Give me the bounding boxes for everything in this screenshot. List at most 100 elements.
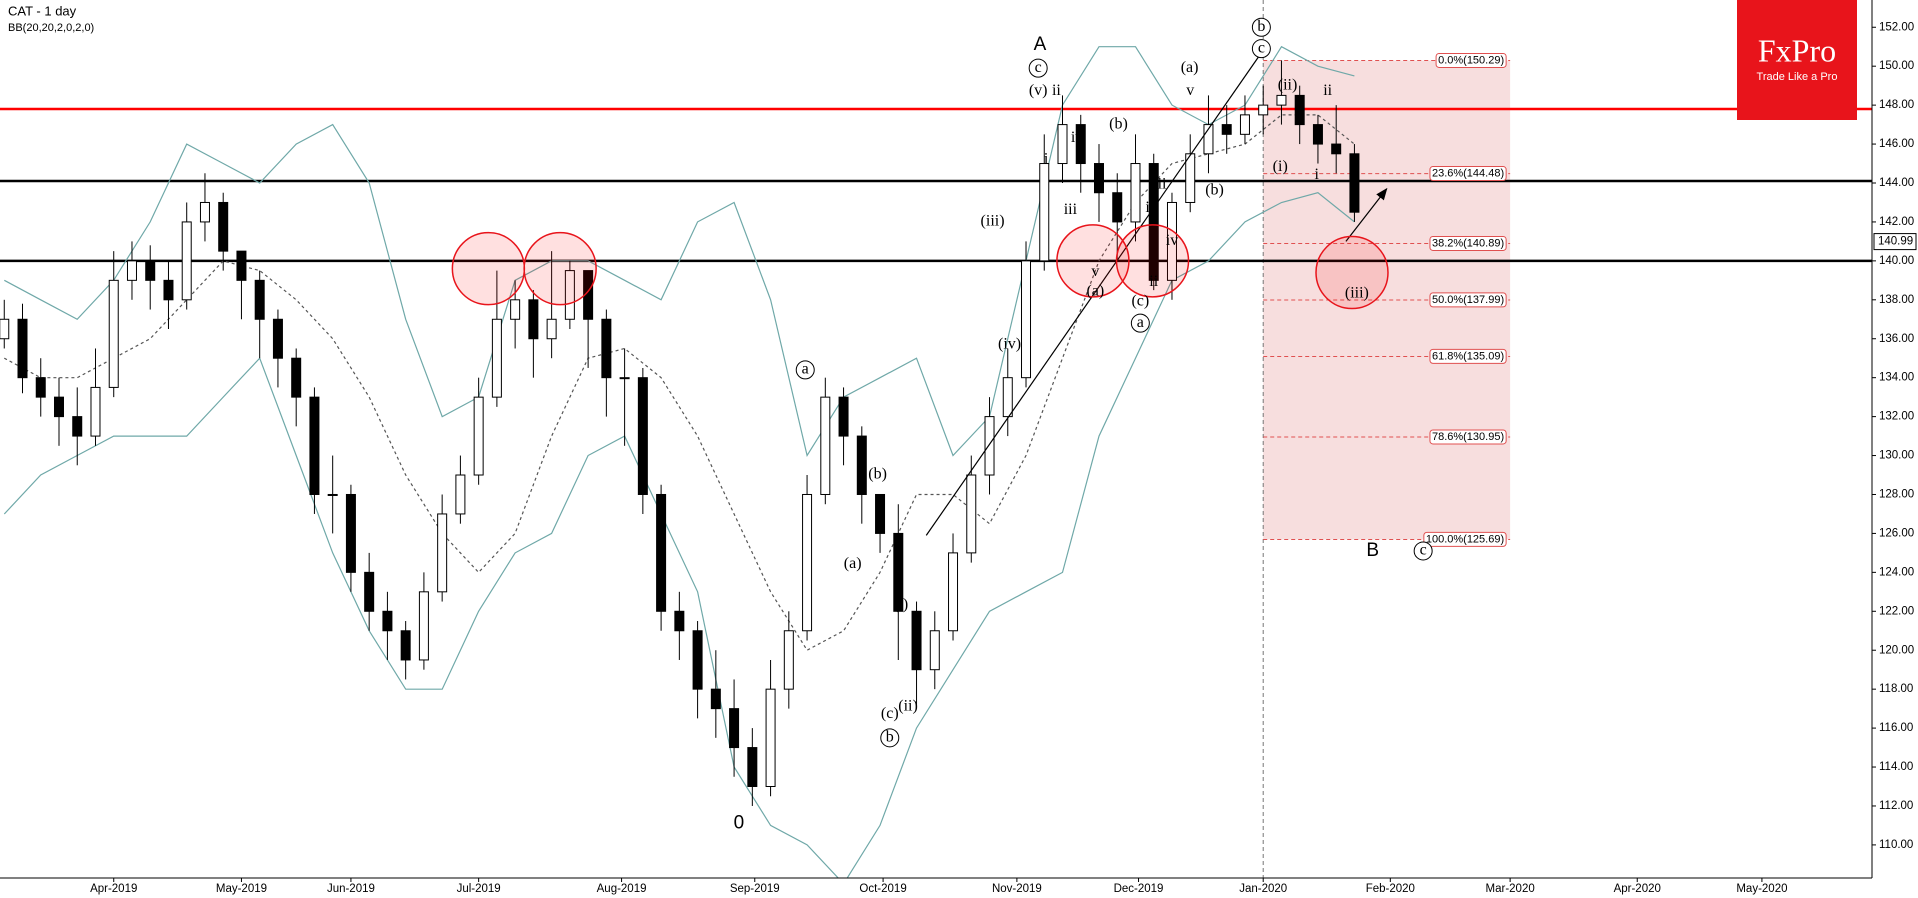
candle-body (1039, 163, 1050, 262)
candle-body (53, 396, 64, 418)
candle-body (1185, 153, 1196, 203)
x-tick-label: Feb-2020 (1366, 883, 1415, 895)
bollinger-lower (3, 192, 1355, 878)
candle-body (90, 386, 101, 437)
candle-body (820, 396, 831, 495)
y-tick-label: 150.00 (1879, 60, 1914, 72)
x-tick-label: Apr-2019 (90, 883, 137, 895)
candle-body (583, 270, 594, 320)
candle-body (72, 416, 83, 437)
y-tick-label: 138.00 (1879, 294, 1914, 306)
candle-body (637, 377, 648, 495)
candle-body (1075, 124, 1086, 165)
wave-label: (i) (1273, 158, 1288, 175)
wave-label: (a) (1086, 283, 1104, 300)
y-tick-label: 116.00 (1879, 722, 1913, 734)
fib-level-label: 78.6%(130.95) (1432, 431, 1504, 443)
annotation-circle (1251, 39, 1271, 59)
highlight-circle (523, 231, 597, 306)
x-tick-label: Dec-2019 (1114, 883, 1164, 895)
candle-body (327, 493, 338, 496)
candle-body (418, 591, 429, 661)
last-price-label: 140.99 (1878, 236, 1913, 248)
candle-body (656, 493, 667, 612)
wave-label: iii (1153, 176, 1167, 193)
wave-label: (ii) (1278, 76, 1298, 93)
highlight-circle (1315, 235, 1389, 310)
candle-body (108, 279, 119, 388)
y-tick-label: 122.00 (1879, 605, 1914, 617)
annotation-circle (795, 360, 815, 380)
x-tick-label: Apr-2020 (1614, 883, 1661, 895)
wave-label: a (1137, 314, 1144, 331)
candle-body (783, 630, 794, 690)
candle-body (1239, 114, 1250, 135)
candle-body (1294, 94, 1305, 126)
candle-body (1002, 377, 1013, 418)
highlight-circle (451, 231, 526, 306)
candle-body (838, 396, 849, 437)
candle-body (17, 318, 28, 379)
candle-body (309, 396, 320, 495)
candle-body (546, 318, 557, 340)
wave-label: ii (1149, 273, 1158, 290)
wave-label: (a) (1181, 59, 1199, 76)
last-price-box (1873, 233, 1917, 251)
candle-body (1203, 124, 1214, 155)
candle-body (1112, 192, 1123, 223)
x-tick-label: Jan-2020 (1239, 883, 1287, 895)
annotation-circle (880, 728, 900, 748)
wave-label: (iii) (981, 213, 1005, 230)
candle-body (199, 201, 210, 223)
y-tick-label: 144.00 (1879, 177, 1914, 189)
wave-label: ii (1052, 82, 1061, 99)
annotation-circle (1028, 58, 1048, 78)
candle-body (455, 474, 466, 515)
candle-body (747, 747, 758, 788)
wave-label: (b) (868, 466, 887, 483)
wave-label: (b) (1109, 115, 1128, 132)
wave-label: v (1091, 263, 1099, 280)
candle-body (145, 260, 156, 281)
wave-label: A (1034, 34, 1047, 55)
logo-tagline: Trade Like a Pro (1757, 71, 1838, 83)
candle-body (163, 279, 174, 301)
x-tick-label: May-2019 (216, 883, 267, 895)
candle-body (1276, 94, 1287, 106)
y-tick-label: 112.00 (1879, 800, 1913, 812)
candle-body (1312, 124, 1323, 145)
y-tick-label: 142.00 (1879, 216, 1914, 228)
candle-body (564, 270, 575, 320)
fib-label-box (1423, 531, 1507, 547)
candle-body (1166, 201, 1177, 281)
candle-body (1349, 153, 1360, 213)
fib-label-box (1429, 348, 1507, 364)
y-tick-label: 140.00 (1879, 255, 1914, 267)
wave-label: ii (1323, 82, 1332, 99)
wave-label: b (886, 729, 894, 746)
fib-level-label: 61.8%(135.09) (1432, 350, 1504, 362)
x-tick-label: Jul-2019 (457, 883, 501, 895)
fib-label-box (1435, 52, 1507, 68)
candle-body (984, 416, 995, 476)
candle-body (1148, 163, 1159, 281)
y-tick-label: 110.00 (1879, 839, 1913, 851)
y-tick-label: 126.00 (1879, 527, 1914, 539)
wave-label: iv (1071, 129, 1083, 146)
x-tick-label: Aug-2019 (597, 883, 647, 895)
candle-body (1331, 143, 1342, 155)
candle-body (1221, 124, 1232, 135)
wave-label: (ii) (898, 697, 918, 714)
candle-body (948, 552, 959, 632)
highlight-circle (1056, 224, 1130, 298)
fib-label-box (1429, 166, 1507, 182)
candle-body (1258, 104, 1269, 116)
candle-body (1057, 124, 1068, 165)
wave-label: i (1044, 150, 1049, 167)
wave-label: 0 (734, 813, 745, 834)
wave-label: (a) (844, 555, 862, 572)
y-tick-label: 124.00 (1879, 566, 1914, 578)
y-tick-label: 136.00 (1879, 333, 1914, 345)
candle-body (1021, 260, 1032, 379)
candle-body (729, 708, 740, 749)
